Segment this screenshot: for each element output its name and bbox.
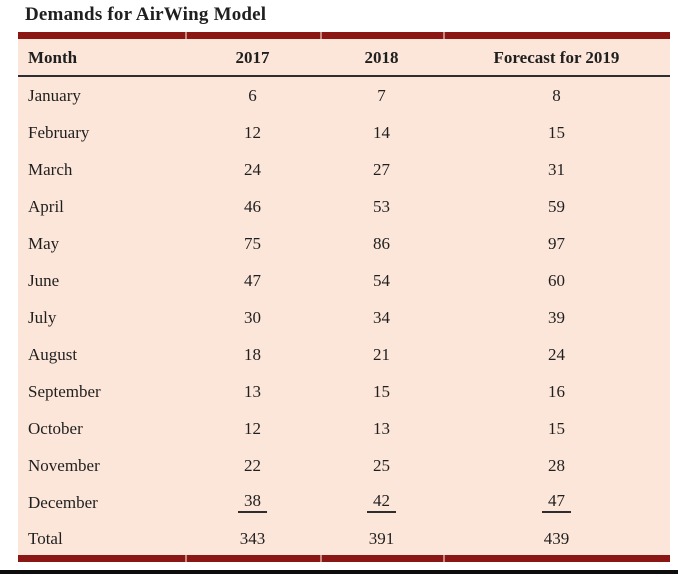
value-cell: 97 xyxy=(548,234,565,253)
month-cell: November xyxy=(28,456,100,475)
value-cell: 53 xyxy=(373,197,390,216)
value-cell: 54 xyxy=(373,271,390,290)
table-row: January 6 7 8 xyxy=(18,77,670,114)
bar-segment-gap xyxy=(443,555,445,562)
month-cell: December xyxy=(28,493,98,512)
top-accent-bar xyxy=(18,32,670,39)
month-cell: August xyxy=(28,345,78,364)
value-cell: 38 xyxy=(185,492,320,513)
value-cell: 24 xyxy=(244,160,261,179)
value-cell: 47 xyxy=(244,271,261,290)
bar-segment-gap xyxy=(185,32,187,39)
table-row: September 13 15 16 xyxy=(18,373,670,410)
value-cell: 21 xyxy=(373,345,390,364)
value-cell: 15 xyxy=(373,382,390,401)
value-cell: 30 xyxy=(244,308,261,327)
value-cell: 47 xyxy=(443,492,670,513)
value-cell: 59 xyxy=(548,197,565,216)
month-cell: February xyxy=(28,123,90,142)
underlined-value: 47 xyxy=(542,492,571,513)
table-row: November 22 25 28 xyxy=(18,447,670,484)
table-row: March 24 27 31 xyxy=(18,151,670,188)
value-cell: 86 xyxy=(373,234,390,253)
value-cell: 12 xyxy=(244,419,261,438)
column-header-month: Month xyxy=(28,47,78,67)
table-row: July 30 34 39 xyxy=(18,299,670,336)
bar-segment-gap xyxy=(320,32,322,39)
value-cell: 18 xyxy=(244,345,261,364)
value-cell: 31 xyxy=(548,160,565,179)
value-cell: 14 xyxy=(373,123,390,142)
table-row: August 18 21 24 xyxy=(18,336,670,373)
month-cell: July xyxy=(28,308,57,327)
table-row: May 75 86 97 xyxy=(18,225,670,262)
value-cell: 28 xyxy=(548,456,565,475)
underlined-value: 42 xyxy=(367,492,396,513)
table-header-row: Month 2017 2018 Forecast for 2019 xyxy=(18,39,670,77)
value-cell: 343 xyxy=(239,528,266,548)
month-cell: January xyxy=(28,86,81,105)
page-bottom-rule xyxy=(0,570,678,574)
value-cell: 22 xyxy=(244,456,261,475)
month-cell: April xyxy=(28,197,64,216)
table-row: June 47 54 60 xyxy=(18,262,670,299)
table-row: April 46 53 59 xyxy=(18,188,670,225)
value-cell: 439 xyxy=(543,528,570,548)
month-cell: May xyxy=(28,234,60,253)
value-cell: 13 xyxy=(373,419,390,438)
table-row: February 12 14 15 xyxy=(18,114,670,151)
table-body: January 6 7 8 February 12 14 15 March 24 27 31 April… xyxy=(18,77,670,555)
value-cell: 12 xyxy=(244,123,261,142)
demand-table: Month 2017 2018 Forecast for 2019 Januar… xyxy=(18,32,670,562)
bar-segment-gap xyxy=(185,555,187,562)
value-cell: 34 xyxy=(373,308,390,327)
value-cell: 75 xyxy=(244,234,261,253)
underlined-value: 38 xyxy=(238,492,267,513)
table-row: December 38 42 47 xyxy=(18,484,670,521)
column-header-forecast: Forecast for 2019 xyxy=(493,47,620,67)
value-cell: 42 xyxy=(320,492,443,513)
month-cell: October xyxy=(28,419,83,438)
month-cell: June xyxy=(28,271,60,290)
column-header-2018: 2018 xyxy=(364,47,399,67)
bottom-accent-bar xyxy=(18,555,670,562)
table-row-total: Total 343 391 439 xyxy=(18,521,670,555)
value-cell: 8 xyxy=(552,86,561,105)
value-cell: 15 xyxy=(548,123,565,142)
table-title: Demands for AirWing Model xyxy=(25,4,267,25)
value-cell: 7 xyxy=(377,86,386,105)
value-cell: 27 xyxy=(373,160,390,179)
column-header-2017: 2017 xyxy=(235,47,270,67)
bar-segment-gap xyxy=(443,32,445,39)
value-cell: 46 xyxy=(244,197,261,216)
bar-segment-gap xyxy=(320,555,322,562)
month-cell: March xyxy=(28,160,73,179)
value-cell: 24 xyxy=(548,345,565,364)
value-cell: 39 xyxy=(548,308,565,327)
value-cell: 25 xyxy=(373,456,390,475)
month-cell: Total xyxy=(28,528,63,548)
value-cell: 6 xyxy=(248,86,257,105)
value-cell: 13 xyxy=(244,382,261,401)
table-row: October 12 13 15 xyxy=(18,410,670,447)
month-cell: September xyxy=(28,382,101,401)
value-cell: 15 xyxy=(548,419,565,438)
value-cell: 391 xyxy=(368,528,395,548)
value-cell: 60 xyxy=(548,271,565,290)
value-cell: 16 xyxy=(548,382,565,401)
